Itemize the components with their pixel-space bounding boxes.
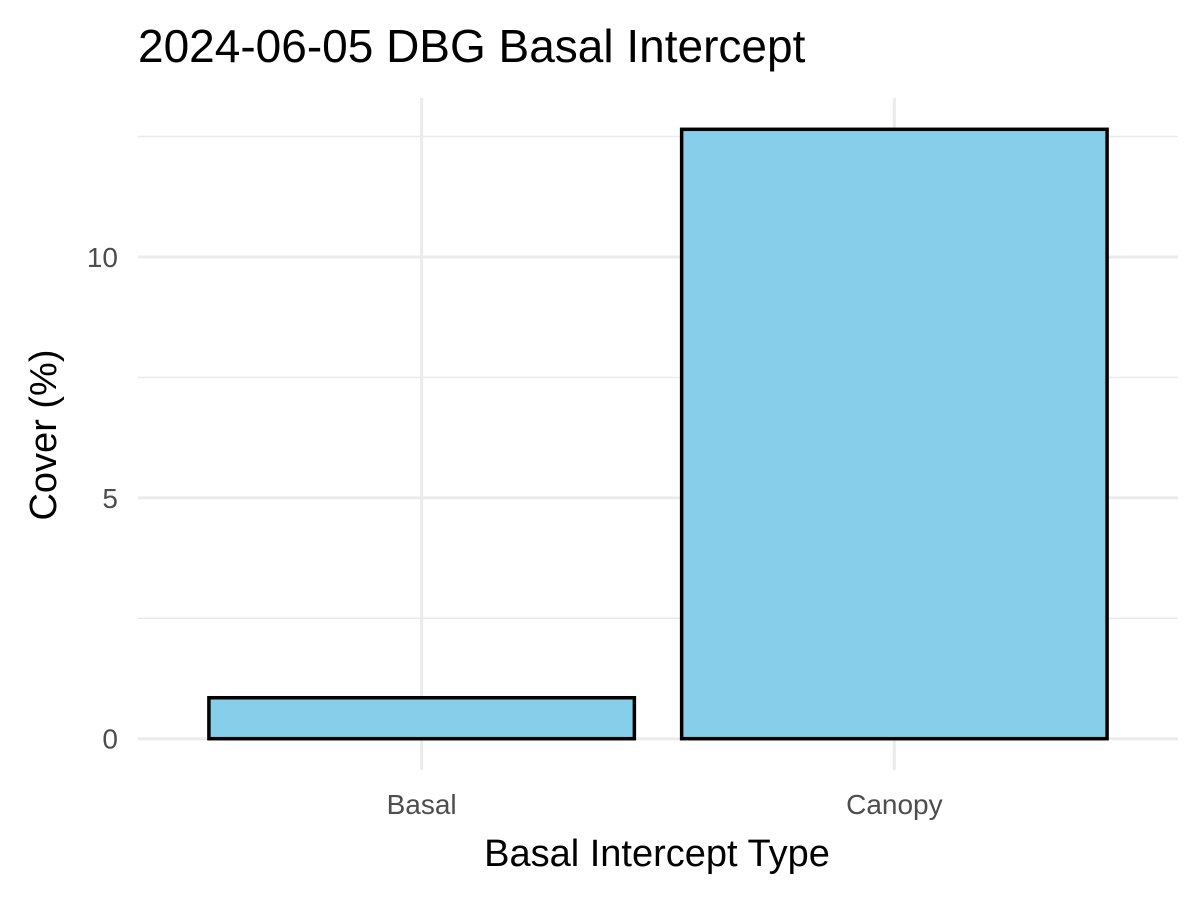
y-axis-title: Cover (%) [23,349,65,520]
bar-canopy [679,127,1109,741]
bar-basal [207,695,637,741]
x-tick-label-canopy: Canopy [846,789,943,820]
y-tick-label: 10 [87,242,118,273]
bars [207,127,1109,741]
x-tick-label-basal: Basal [387,789,457,820]
x-axis-title: Basal Intercept Type [484,833,830,875]
x-axis-ticks: Basal Canopy [387,789,943,820]
y-tick-label: 0 [102,724,118,755]
y-tick-label: 5 [102,483,118,514]
chart-title: 2024-06-05 DBG Basal Intercept [138,20,806,72]
y-axis-ticks: 0 5 10 [87,242,118,755]
